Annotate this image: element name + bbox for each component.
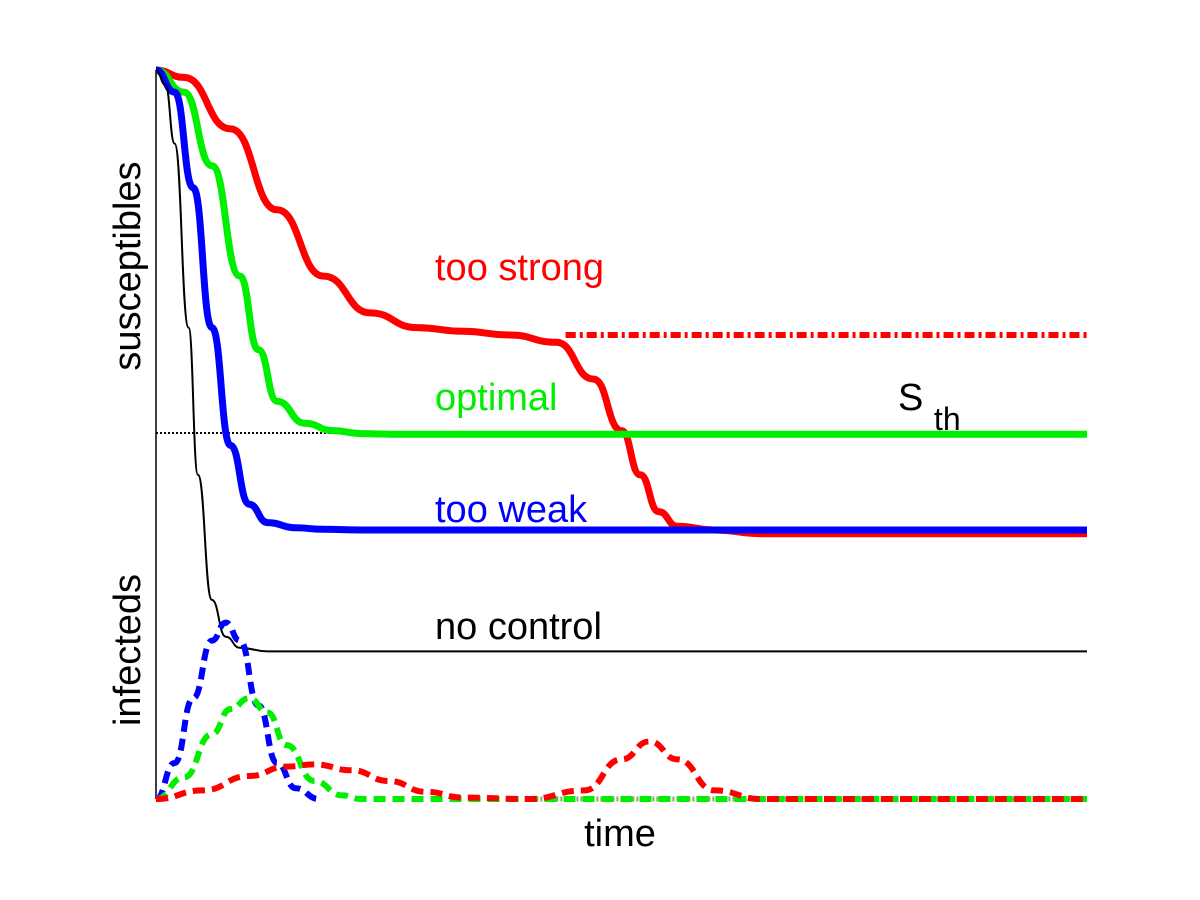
label-no-control: no control bbox=[435, 606, 602, 648]
threshold-label-main: S bbox=[898, 377, 923, 419]
y-axis-label-upper: susceptibles bbox=[107, 161, 149, 370]
infected-curve-infected-6-6 bbox=[155, 738, 1087, 803]
label-too-weak: too weak bbox=[435, 489, 588, 531]
susceptible-curve-no-control-3 bbox=[155, 69, 1087, 653]
x-axis-label: time bbox=[584, 813, 656, 855]
label-optimal: optimal bbox=[435, 377, 558, 419]
infected-curve-infected-5-5 bbox=[155, 695, 1087, 803]
y-axis-label-lower: infecteds bbox=[107, 574, 149, 726]
series-layer bbox=[154, 66, 1087, 803]
susceptible-curve-too-weak-2 bbox=[154, 66, 1087, 534]
infected-curve-infected-4-4 bbox=[154, 619, 320, 802]
label-too-strong: too strong bbox=[435, 247, 604, 289]
susceptible-curve-optimal-1 bbox=[155, 66, 1087, 438]
